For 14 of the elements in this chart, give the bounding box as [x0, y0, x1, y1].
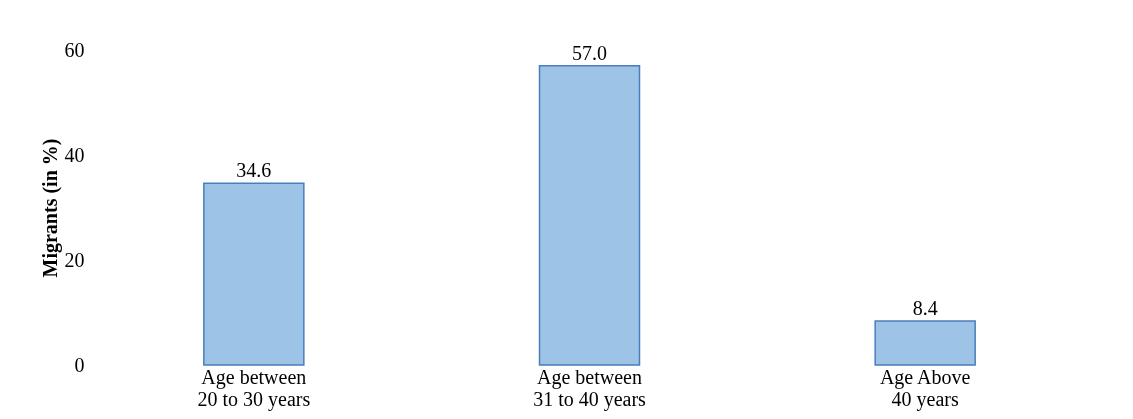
bar: [538, 65, 641, 366]
data-label: 34.6: [236, 159, 272, 182]
data-label: 8.4: [912, 296, 938, 319]
y-tick-label: 60: [64, 38, 85, 61]
data-label: 57.0: [572, 41, 607, 64]
bar: [874, 320, 976, 366]
x-tick-label: Age between 20 to 30 years: [197, 365, 311, 411]
x-tick-label: Age Above 40 years: [879, 365, 971, 411]
y-tick-label: 40: [64, 143, 85, 166]
y-axis-title: Migrants (in %): [38, 138, 62, 278]
y-tick-label: 20: [64, 248, 85, 271]
bar: [203, 182, 305, 366]
y-tick-label: 0: [74, 353, 85, 376]
x-tick-label: Age between 31 to 40 years: [533, 365, 647, 411]
